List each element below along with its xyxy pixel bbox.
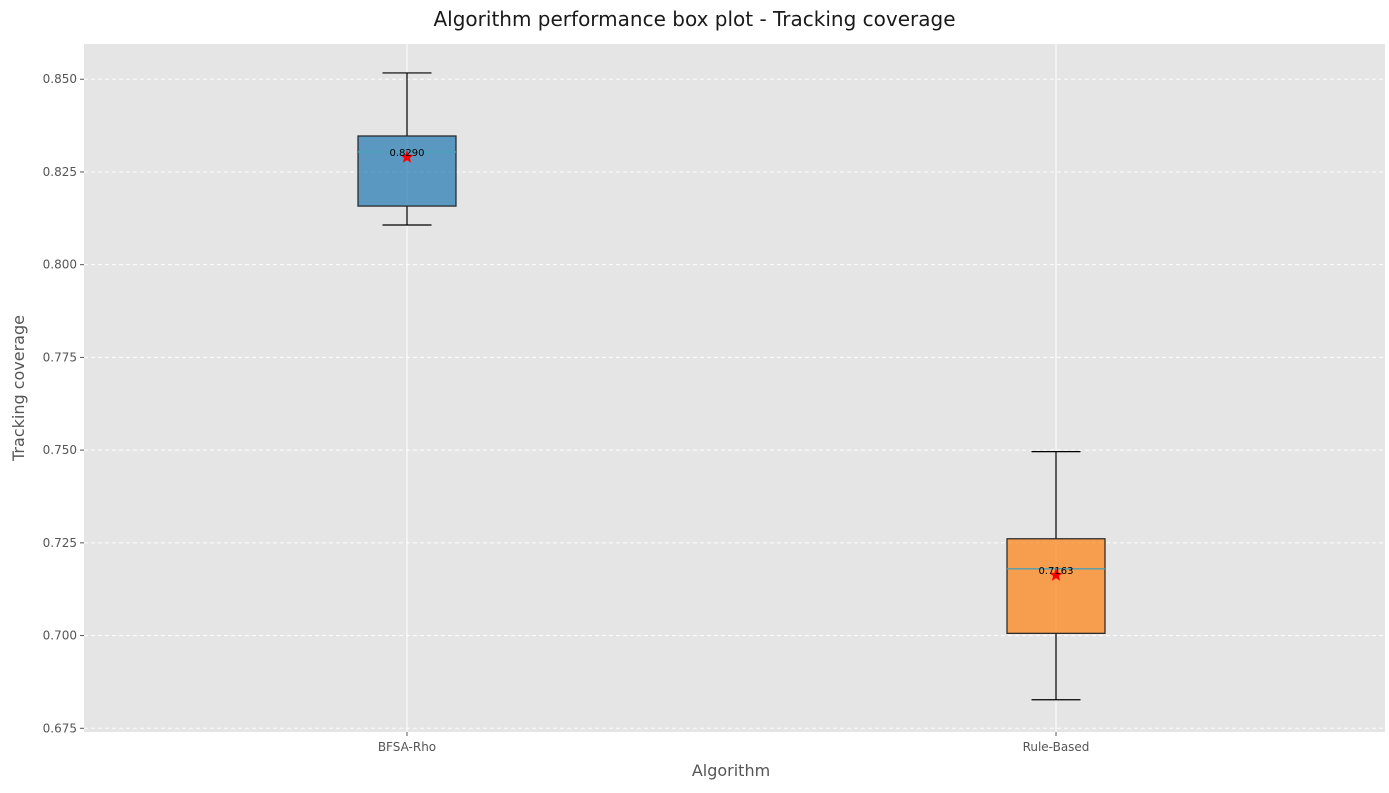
y-tick-label: 0.825 <box>43 165 77 179</box>
y-axis: 0.675 0.700 0.725 0.750 0.775 0.800 0.825 0.850 <box>43 72 84 735</box>
x-tick-label: BFSA-Rho <box>378 740 436 754</box>
chart-title: Algorithm performance box plot - Trackin… <box>434 7 956 31</box>
boxes: 0.8290 0.7163 <box>357 72 1106 701</box>
box-group: 0.8290 <box>357 72 457 226</box>
y-tick-label: 0.750 <box>43 443 77 457</box>
y-tick-label: 0.725 <box>43 536 77 550</box>
mean-marker <box>400 150 414 163</box>
y-tick-label: 0.850 <box>43 72 77 86</box>
x-axis: BFSA-Rho Rule-Based <box>378 732 1090 754</box>
y-tick-label: 0.775 <box>43 350 77 364</box>
box-iqr <box>357 135 457 207</box>
y-tick-label: 0.700 <box>43 629 77 643</box>
mean-label: 0.8290 <box>390 148 425 159</box>
x-tick-label: Rule-Based <box>1023 740 1090 754</box>
x-axis-label: Algorithm <box>692 761 770 780</box>
mean-marker <box>1049 568 1063 581</box>
plot-area <box>84 44 1385 732</box>
y-tick-label: 0.800 <box>43 258 77 272</box>
mean-label: 0.7163 <box>1039 566 1074 577</box>
box-group: 0.7163 <box>1006 451 1106 701</box>
box-iqr <box>1006 538 1106 634</box>
y-axis-label: Tracking coverage <box>9 315 28 462</box>
y-tick-label: 0.675 <box>43 721 77 735</box>
